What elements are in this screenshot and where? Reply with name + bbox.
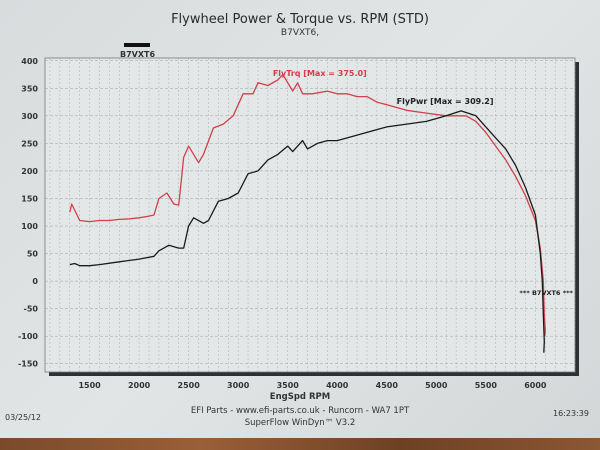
power-max-label: FlyPwr [Max = 309.2]: [397, 97, 494, 106]
y-tick-label: -150: [18, 360, 38, 369]
run-annotation: *** B7VXT6 ***: [520, 289, 574, 297]
desk-surface: [0, 438, 600, 450]
y-tick-label: 0: [32, 277, 38, 286]
x-axis-label: EngSpd RPM: [269, 392, 331, 402]
y-tick-label: 50: [27, 250, 39, 259]
x-tick-label: 4500: [376, 381, 399, 390]
footer-software: SuperFlow WinDyn™ V3.2: [244, 418, 356, 428]
print-time: 16:23:39: [553, 409, 589, 418]
y-tick-label: 300: [21, 112, 38, 121]
chart-subtitle: B7VXT6,: [280, 28, 320, 38]
legend-label: B7VXT6: [120, 50, 156, 59]
x-tick-label: 2500: [178, 381, 201, 390]
x-tick-label: 5000: [425, 381, 448, 390]
torque-max-label: FlyTrq [Max = 375.0]: [273, 69, 367, 78]
x-tick-label: 4000: [326, 381, 349, 390]
x-tick-label: 3000: [227, 381, 250, 390]
legend-swatch: [124, 43, 150, 47]
x-tick-label: 1500: [78, 381, 101, 390]
x-tick-label: 3500: [277, 381, 300, 390]
series-line-flytrq: [69, 73, 546, 337]
x-tick-label: 2000: [128, 381, 151, 390]
y-tick-label: -100: [18, 332, 38, 341]
series-line-flypwr: [69, 110, 545, 353]
y-tick-label: 400: [21, 57, 38, 66]
y-tick-label: 200: [21, 167, 38, 176]
chart-title: Flywheel Power & Torque vs. RPM (STD): [171, 12, 429, 27]
y-tick-label: 250: [21, 139, 38, 148]
footer-company: EFI Parts - www.efi-parts.co.uk - Runcor…: [190, 406, 410, 416]
y-tick-label: 100: [21, 222, 38, 231]
print-date: 03/25/12: [5, 413, 41, 422]
y-tick-label: 150: [21, 194, 38, 203]
x-tick-label: 6000: [524, 381, 547, 390]
plot-area: [44, 57, 576, 373]
y-tick-label: -50: [24, 305, 39, 314]
y-tick-label: 350: [21, 84, 38, 93]
x-tick-label: 5500: [475, 381, 498, 390]
